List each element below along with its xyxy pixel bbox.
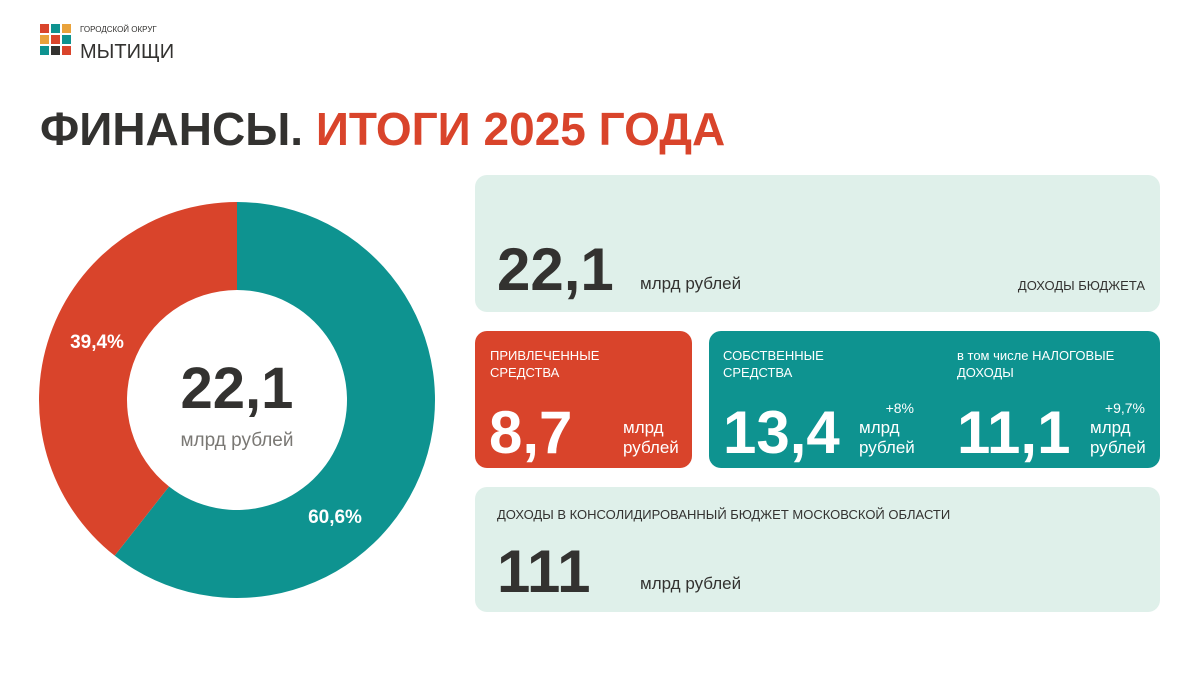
card-unit: рублей (1090, 438, 1146, 457)
donut-center-unit: млрд рублей (180, 430, 293, 451)
card-value: 8,7 (489, 399, 572, 466)
card-unit: рублей (623, 438, 679, 457)
card (475, 175, 1160, 312)
card-value: 11,1 (957, 399, 1070, 466)
card-value: 22,1 (497, 236, 614, 303)
card-label: ДОХОДЫ (957, 365, 1014, 380)
card-label: ПРИВЛЕЧЕННЫЕ (490, 348, 600, 363)
donut-slice (39, 202, 237, 556)
slice-label: 39,4% (70, 332, 124, 353)
card-label: СРЕДСТВА (723, 365, 793, 380)
card-change: +9,7% (1105, 400, 1145, 416)
card-unit: рублей (859, 438, 915, 457)
card-unit: млрд (859, 418, 900, 437)
card-change: +8% (886, 400, 914, 416)
card-value: 111 (497, 538, 591, 605)
card-unit: млрд рублей (640, 274, 741, 293)
page-title: ФИНАНСЫ. ИТОГИ 2025 ГОДА (40, 103, 725, 155)
card-label: ДОХОДЫ БЮДЖЕТА (1018, 278, 1145, 293)
card-unit: млрд (623, 418, 664, 437)
donut-slice (114, 202, 436, 599)
card-unit: млрд рублей (640, 574, 741, 593)
title-part: ФИНАНСЫ. (40, 103, 303, 155)
card-unit: млрд (1090, 418, 1131, 437)
card-label: СРЕДСТВА (490, 365, 560, 380)
card-label: ДОХОДЫ В КОНСОЛИДИРОВАННЫЙ БЮДЖЕТ МОСКОВ… (497, 507, 950, 522)
donut-center-value: 22,1 (181, 356, 294, 421)
card (709, 331, 1160, 468)
logo-subtitle: ГОРОДСКОЙ ОКРУГ (80, 25, 157, 34)
donut-chart: 60,6% 39,4% (39, 202, 436, 599)
card-label: СОБСТВЕННЫЕ (723, 348, 824, 363)
card (475, 331, 692, 468)
slice-label: 60,6% (308, 507, 362, 528)
card (475, 487, 1160, 612)
logo (40, 24, 71, 55)
card-value: 13,4 (723, 399, 840, 466)
card-label: в том числе НАЛОГОВЫЕ (957, 348, 1115, 363)
logo-title: МЫТИЩИ (80, 41, 174, 63)
title-part: ИТОГИ 2025 ГОДА (316, 103, 725, 155)
